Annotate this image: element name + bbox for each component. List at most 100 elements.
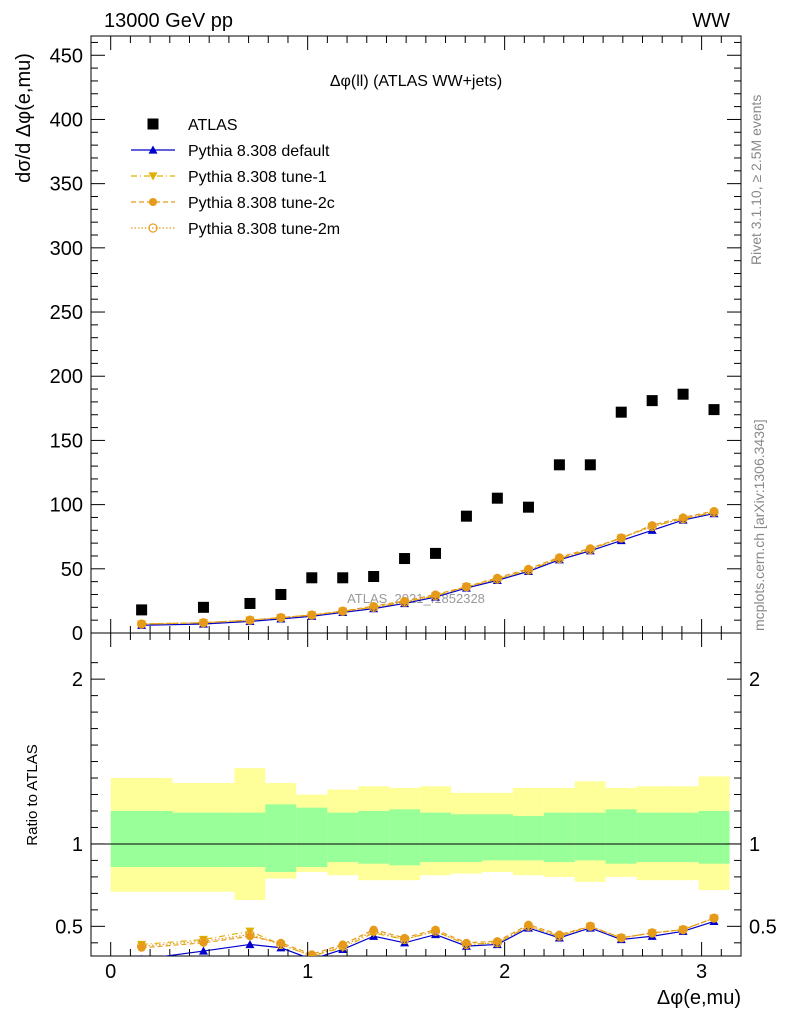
data-point <box>276 613 285 622</box>
ratio-y-tick-label: 2 <box>72 669 83 691</box>
ratio-data-point <box>307 951 317 956</box>
mcplots-label: mcplots.cern.ch [arXiv:1306.3436] <box>751 419 767 631</box>
uncertainty-band-inner <box>234 812 266 868</box>
data-point <box>460 510 472 522</box>
data-point <box>136 604 148 616</box>
legend-item: Pythia 8.308 tune-1 <box>131 169 327 186</box>
ratio-series <box>136 913 719 956</box>
ratio-data-point <box>245 929 255 940</box>
main-title: Δφ(ll) (ATLAS WW+jets) <box>330 73 502 90</box>
uncertainty-band-inner <box>420 812 452 863</box>
uncertainty-band-inner <box>574 812 606 861</box>
legend-item: Pythia 8.308 default <box>131 143 330 160</box>
main-y-tick-label: 200 <box>50 366 83 388</box>
rivet-label: Rivet 3.1.10, ≥ 2.5M events <box>748 95 764 265</box>
data-point <box>678 514 688 524</box>
legend-marker <box>147 118 159 130</box>
data-point <box>677 388 689 400</box>
data-point <box>584 459 596 471</box>
data-point <box>615 406 627 418</box>
data-point <box>461 582 472 592</box>
uncertainty-band-inner <box>636 812 668 863</box>
data-point <box>616 533 626 543</box>
data-point <box>306 572 318 584</box>
legend-marker <box>148 145 158 154</box>
uncertainty-band-inner <box>451 814 482 863</box>
data-point <box>245 616 255 625</box>
ratio-data-point <box>492 938 502 948</box>
data-point <box>462 582 471 591</box>
ratio-series-line <box>161 920 715 956</box>
legend: ATLAS Pythia 8.308 default Pythia 8.308 tu… <box>131 117 340 238</box>
uncertainty-band-inner <box>172 812 235 868</box>
ratio-data-point <box>709 914 719 923</box>
x-tick-label: 2 <box>499 961 510 983</box>
main-x-ticks <box>110 36 722 633</box>
data-point <box>136 619 147 629</box>
data-point <box>647 521 657 532</box>
ratio-ylabel: Ratio to ATLAS <box>24 744 41 845</box>
ratio-data-point <box>461 939 472 950</box>
ratio-y-tick-label-right: 2 <box>749 669 760 691</box>
uncertainty-band-inner <box>358 810 390 864</box>
series-line <box>141 510 715 625</box>
legend-label: Pythia 8.308 tune-2m <box>188 221 340 238</box>
legend-label: Pythia 8.308 tune-1 <box>188 169 327 186</box>
data-point <box>369 602 379 612</box>
data-point <box>522 501 534 513</box>
legend-label: Pythia 8.308 tune-2c <box>188 195 335 212</box>
data-point <box>275 588 287 600</box>
ratio-y-tick-label: 0.5 <box>55 916 83 938</box>
data-point <box>399 553 411 565</box>
main-y-tick-label: 400 <box>50 109 83 131</box>
data-point <box>554 553 565 564</box>
header-right: WW <box>692 10 730 32</box>
uncertainty-band-inner <box>110 810 173 868</box>
ratio-data-point <box>140 954 143 956</box>
main-y-ticks: 0 50 100 150 200 250 300 350 400 450 <box>50 41 741 645</box>
data-point <box>338 607 347 616</box>
ratio-data-point <box>245 939 255 949</box>
legend-marker <box>148 223 158 233</box>
ratio-data-point <box>616 933 626 943</box>
legend-label: Pythia 8.308 default <box>188 143 330 160</box>
ratio-x-ticks: 0 1 2 3 <box>105 633 722 983</box>
ratio-data-point <box>585 921 595 931</box>
ratio-y-tick-label: 1 <box>72 834 83 856</box>
data-point <box>198 618 209 628</box>
ratio-y-ticks: 0.5 0.5 1 1 2 2 <box>55 662 777 944</box>
uncertainty-band-inner <box>605 809 637 864</box>
x-tick-label: 0 <box>105 961 116 983</box>
data-point <box>646 395 658 407</box>
ratio-data-point <box>554 931 565 941</box>
ratio-panel: 0.5 0.5 1 1 2 2 0 1 2 3 Ratio to ATLAS Δφ(e,mu) <box>24 632 777 1009</box>
ratio-data-point <box>338 941 348 951</box>
legend-label: ATLAS <box>188 117 238 134</box>
ratio-data-point <box>678 924 688 935</box>
ratio-data-point <box>679 925 688 934</box>
data-point <box>276 612 286 623</box>
data-point <box>399 597 410 607</box>
data-point <box>245 615 255 625</box>
ratio-data-point <box>136 941 147 951</box>
ratio-data-point <box>647 928 657 938</box>
legend-marker <box>148 172 158 181</box>
ratio-data-point <box>276 939 286 950</box>
data-point <box>708 404 720 416</box>
uncertainty-band-inner <box>698 810 730 864</box>
ratio-data-point <box>523 921 534 931</box>
series-line <box>141 511 715 625</box>
ratio-data-point <box>648 928 657 937</box>
main-ylabel: dσ/d Δφ(e,mu) <box>13 53 35 183</box>
x-tick-label: 1 <box>302 961 313 983</box>
main-y-tick-label: 150 <box>50 430 83 452</box>
ratio-series-3 <box>136 913 719 956</box>
data-point <box>709 507 719 517</box>
main-y-tick-label: 350 <box>50 174 83 196</box>
main-panel: 0 50 100 150 200 250 300 350 400 450 Δφ(ll) (ATLA… <box>13 35 742 645</box>
main-y-tick-label: 250 <box>50 302 83 324</box>
ratio-y-tick-label-right: 0.5 <box>749 916 777 938</box>
ratio-data-point <box>709 913 719 923</box>
data-point <box>307 610 317 620</box>
